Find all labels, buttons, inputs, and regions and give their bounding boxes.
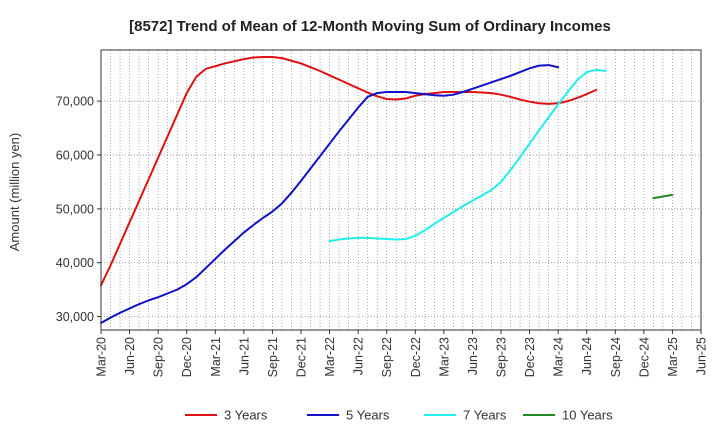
x-tick-label: Mar-23 — [437, 337, 451, 377]
x-tick-label: Jun-20 — [123, 337, 137, 375]
series-line-7-years — [328, 68, 607, 243]
legend-label-7-years: 7 Years — [463, 408, 507, 423]
grid — [101, 50, 701, 330]
chart-title: [8572] Trend of Mean of 12-Month Moving … — [129, 18, 611, 35]
legend-label-5-years: 5 Years — [346, 408, 390, 423]
y-axis-ticks: 30,000 40,000 50,000 60,000 70,000 — [56, 95, 101, 324]
x-tick-label: Jun-25 — [695, 337, 709, 375]
plot-frame — [100, 49, 702, 331]
x-tick-label: Mar-22 — [323, 337, 337, 377]
y-tick-label: 50,000 — [56, 202, 94, 216]
x-tick-label: Sep-20 — [152, 337, 166, 377]
x-tick-label: Sep-24 — [609, 337, 623, 377]
y-tick-label: 30,000 — [56, 310, 94, 324]
y-tick-label: 40,000 — [56, 256, 94, 270]
series-line-10-years — [652, 193, 674, 200]
plot-area — [101, 50, 701, 330]
x-tick-label: Dec-24 — [637, 337, 651, 377]
x-tick-label: Sep-21 — [266, 337, 280, 377]
x-tick-label: Mar-25 — [666, 337, 680, 377]
x-tick-label: Jun-22 — [352, 337, 366, 375]
x-tick-label: Sep-22 — [380, 337, 394, 377]
legend-label-3-years: 3 Years — [224, 408, 268, 423]
x-axis-ticks: Mar-20 Jun-20 Sep-20 Dec-20 Mar-21 Jun-21 Sep-… — [95, 330, 709, 377]
series-line-3-years — [100, 56, 598, 287]
x-tick-label: Mar-24 — [552, 337, 566, 377]
x-tick-label: Jun-23 — [466, 337, 480, 375]
x-tick-label: Sep-23 — [495, 337, 509, 377]
y-tick-label: 70,000 — [56, 95, 94, 109]
y-axis-label: Amount (million yen) — [7, 133, 22, 252]
legend: 3 Years 5 Years 7 Years 10 Years — [185, 408, 613, 423]
series-layer — [100, 56, 674, 324]
x-tick-label: Dec-22 — [409, 337, 423, 377]
x-tick-label: Jun-21 — [237, 337, 251, 375]
legend-label-10-years: 10 Years — [562, 408, 613, 423]
x-tick-label: Dec-23 — [523, 337, 537, 377]
x-tick-label: Dec-20 — [180, 337, 194, 377]
y-tick-label: 60,000 — [56, 149, 94, 163]
series-line-5-years — [100, 64, 560, 324]
x-tick-label: Jun-24 — [580, 337, 594, 375]
x-tick-label: Mar-21 — [209, 337, 223, 377]
x-tick-label: Dec-21 — [295, 337, 309, 377]
x-tick-label: Mar-20 — [95, 337, 109, 377]
